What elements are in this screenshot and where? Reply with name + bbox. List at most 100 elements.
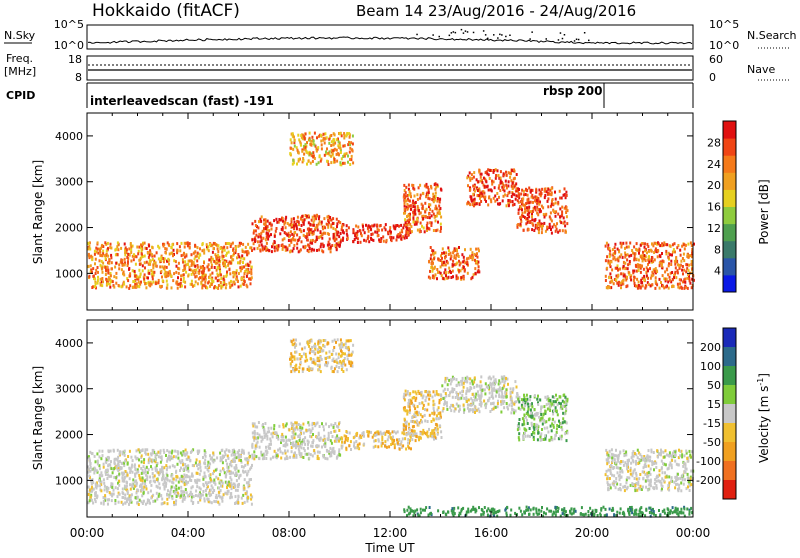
scatter-cell — [425, 396, 427, 399]
scatter-cell — [355, 236, 357, 239]
scatter-cell — [352, 240, 354, 243]
scatter-cell — [349, 158, 351, 161]
scatter-cell — [353, 436, 355, 439]
scatter-cell — [395, 432, 397, 435]
scatter-cell — [306, 359, 308, 362]
scatter-cell — [555, 215, 557, 218]
cpid-segment-2: rbsp 200 — [543, 84, 602, 98]
scatter-cell — [650, 249, 652, 252]
scatter-cell — [312, 361, 314, 364]
scatter-cell — [301, 224, 303, 227]
scatter-cell — [115, 272, 117, 275]
scatter-cell — [301, 452, 303, 455]
scatter-cell — [440, 216, 442, 219]
scatter-cell — [472, 276, 474, 279]
scatter-cell — [333, 426, 335, 429]
scatter-cell — [609, 247, 611, 250]
scatter-cell — [317, 229, 319, 232]
scatter-cell — [474, 198, 476, 201]
scatter-cell — [624, 247, 626, 250]
scatter-cell — [100, 457, 102, 460]
scatter-cell — [228, 268, 230, 271]
scatter-cell — [370, 431, 372, 434]
scatter-cell — [334, 239, 336, 242]
scatter-cell — [127, 260, 129, 263]
scatter-cell — [155, 264, 157, 267]
scatter-cell — [609, 272, 611, 275]
scatter-cell — [188, 266, 190, 269]
scatter-cell — [287, 222, 289, 225]
colorbar-tick-label: 16 — [707, 201, 721, 214]
scatter-cell — [199, 247, 201, 250]
scatter-cell — [208, 258, 210, 261]
scatter-cell — [339, 144, 341, 147]
scatter-cell — [474, 190, 476, 193]
scatter-cell — [199, 460, 201, 463]
scatter-cell — [488, 173, 490, 176]
scatter-cell — [509, 200, 511, 203]
scatter-cell — [248, 481, 250, 484]
scatter-cell — [412, 205, 414, 208]
scatter-cell — [88, 245, 90, 248]
scatter-cell — [538, 228, 540, 231]
scatter-cell — [121, 476, 123, 479]
scatter-cell — [559, 190, 561, 193]
scatter-cell — [445, 271, 447, 274]
scatter-cell — [270, 457, 272, 460]
scatter-cell — [255, 234, 257, 237]
scatter-cell — [263, 227, 265, 230]
scatter-cell — [536, 199, 538, 202]
scatter-cell — [424, 211, 426, 214]
scatter-cell — [257, 247, 259, 250]
scatter-cell — [195, 494, 197, 497]
nsky-point — [560, 32, 562, 34]
scatter-cell — [427, 435, 429, 438]
scatter-cell — [276, 227, 278, 230]
scatter-cell — [336, 138, 338, 141]
scatter-cell — [536, 206, 538, 209]
scatter-cell — [184, 483, 186, 486]
scatter-cell — [311, 350, 313, 353]
scatter-cell — [345, 346, 347, 349]
scatter-cell — [314, 132, 316, 135]
scatter-cell — [215, 277, 217, 280]
scatter-cell — [113, 489, 115, 492]
scatter-cell — [330, 144, 332, 147]
scatter-cell — [635, 264, 637, 267]
scatter-cell — [229, 485, 231, 488]
scatter-cell — [175, 479, 177, 482]
scatter-cell — [503, 172, 505, 175]
scatter-cell — [544, 216, 546, 219]
scatter-cell — [405, 195, 407, 198]
scatter-cell — [161, 285, 163, 288]
scatter-cell — [436, 390, 438, 393]
scatter-cell — [372, 239, 374, 242]
scatter-cell — [307, 228, 309, 231]
scatter-cell — [167, 489, 169, 492]
scatter-cell — [690, 263, 692, 266]
scatter-cell — [100, 278, 102, 281]
scatter-cell — [129, 254, 131, 257]
scatter-cell — [334, 450, 336, 453]
scatter-cell — [208, 492, 210, 495]
scatter-cell — [143, 491, 145, 494]
scatter-cell — [110, 256, 112, 259]
scatter-cell — [319, 346, 321, 349]
scatter-cell — [118, 263, 120, 266]
scatter-cell — [408, 194, 410, 197]
scatter-cell — [338, 353, 340, 356]
scatter-cell — [195, 271, 197, 274]
scatter-cell — [673, 248, 675, 251]
scatter-cell — [260, 220, 262, 223]
nsky-point — [449, 35, 451, 37]
scatter-cell — [224, 492, 226, 495]
scatter-cell — [212, 491, 214, 494]
scatter-cell — [324, 363, 326, 366]
scatter-cell — [189, 247, 191, 250]
scatter-cell — [424, 419, 426, 422]
scatter-cell — [332, 358, 334, 361]
scatter-cell — [155, 282, 157, 285]
scatter-cell — [518, 188, 520, 191]
scatter-cell — [223, 469, 225, 472]
